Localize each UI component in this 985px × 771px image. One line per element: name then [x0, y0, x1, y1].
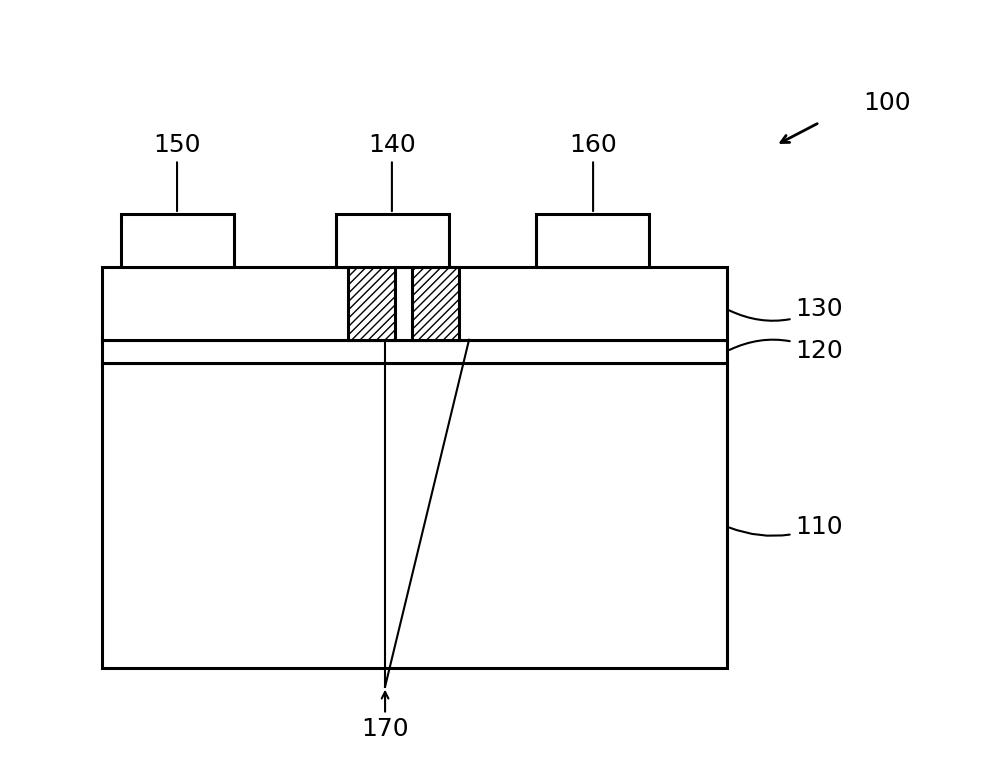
Bar — [537, 214, 649, 268]
Bar — [101, 268, 727, 340]
Text: 100: 100 — [864, 91, 911, 116]
Bar — [348, 268, 395, 340]
Text: 130: 130 — [730, 298, 843, 322]
Bar — [101, 362, 727, 668]
Text: 170: 170 — [361, 692, 409, 741]
Text: 160: 160 — [569, 133, 617, 211]
Text: 150: 150 — [154, 133, 201, 211]
Text: 120: 120 — [730, 339, 843, 363]
Bar — [101, 340, 727, 362]
Bar — [413, 268, 459, 340]
Bar — [336, 214, 448, 268]
Text: 110: 110 — [730, 514, 843, 539]
Bar — [121, 214, 233, 268]
Text: 140: 140 — [368, 133, 416, 211]
